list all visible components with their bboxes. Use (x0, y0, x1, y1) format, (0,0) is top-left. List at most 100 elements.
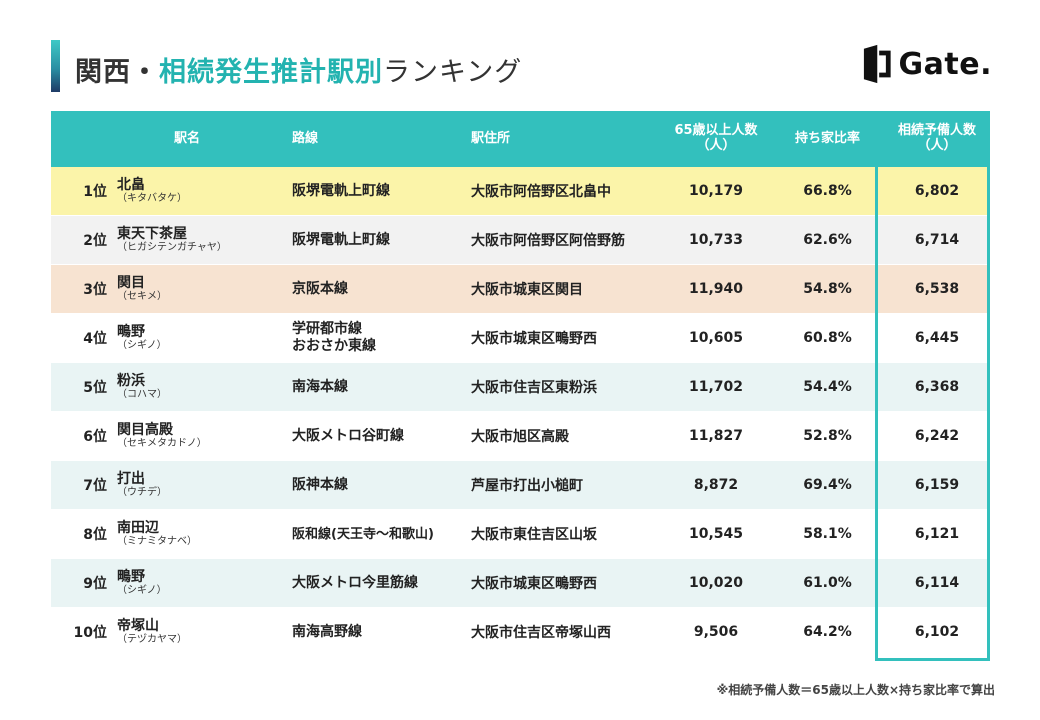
table-row: 2位 東天下茶屋 （ヒガシテンガチャヤ） 阪堺電軌上町線 大阪市阿倍野区阿倍野筋 … (51, 216, 990, 265)
line-cell: 大阪メトロ今里筋線 (292, 575, 471, 592)
line-name: 阪堺電軌上町線 (292, 182, 390, 199)
rank-cell: 10位 (73, 625, 107, 641)
station-kana: （シギノ） (117, 340, 167, 351)
line-cell: 南海高野線 (292, 624, 471, 641)
line-name: 阪和線(天王寺～和歌山) (292, 526, 434, 542)
address-cell: 大阪市阿倍野区阿倍野筋 (471, 233, 625, 249)
candidates-cell: 6,714 (914, 232, 960, 248)
station-kana: （セキメ） (117, 291, 167, 302)
rank-cell: 2位 (83, 233, 107, 249)
ownership-cell: 52.8% (803, 428, 852, 444)
line-name: 南海高野線 (292, 623, 362, 640)
table-row: 5位 粉浜 （コハマ） 南海本線 大阪市住吉区東粉浜 11,702 54.4% 6… (51, 363, 990, 412)
rank-cell: 7位 (83, 478, 107, 494)
ownership-cell: 64.2% (803, 624, 852, 640)
header-line: 路線 (292, 130, 319, 146)
station-name: 打出 (117, 471, 145, 487)
station-cell: 帝塚山 （テヅカヤマ） (109, 618, 292, 646)
title-suffix: ランキング (383, 57, 523, 88)
station-kana: （シギノ） (117, 585, 167, 596)
line-name: 阪神本線 (292, 476, 348, 493)
line-name: 南海本線 (292, 378, 348, 395)
ownership-cell: 62.6% (803, 232, 852, 248)
candidates-cell: 6,538 (914, 281, 960, 297)
table-header: 駅名 路線 駅住所 65歳以上人数 （人） 持ち家比率 相続予備人数 （人） (51, 111, 990, 167)
line-name: 学研都市線 (292, 321, 362, 337)
candidates-cell: 6,159 (914, 477, 960, 493)
station-cell: 南田辺 （ミナミタナベ） (109, 520, 292, 548)
footnote: ※相続予備人数＝65歳以上人数×持ち家比率で算出 (716, 683, 995, 697)
elderly-cell: 10,733 (688, 232, 744, 248)
elderly-cell: 11,827 (688, 428, 744, 444)
address-cell: 大阪市住吉区東粉浜 (471, 380, 597, 396)
ownership-cell: 54.8% (803, 281, 852, 297)
address-cell: 芦屋市打出小槌町 (471, 478, 583, 494)
table-row: 9位 鴫野 （シギノ） 大阪メトロ今里筋線 大阪市城東区鴫野西 10,020 61… (51, 559, 990, 608)
title-highlight: 相続発生推計駅別 (159, 57, 383, 88)
line-name: 京阪本線 (292, 280, 348, 297)
gate-logo-icon (863, 44, 891, 84)
station-cell: 北畠 （キタバタケ） (109, 177, 292, 205)
ownership-cell: 66.8% (803, 183, 852, 199)
table-row: 7位 打出 （ウチデ） 阪神本線 芦屋市打出小槌町 8,872 69.4% 6,1… (51, 461, 990, 510)
station-name: 関目 (117, 275, 145, 291)
station-cell: 関目 （セキメ） (109, 275, 292, 303)
candidates-cell: 6,368 (914, 379, 960, 395)
station-cell: 鴫野 （シギノ） (109, 569, 292, 597)
table-row: 3位 関目 （セキメ） 京阪本線 大阪市城東区関目 11,940 54.8% 6,… (51, 265, 990, 314)
header-address: 駅住所 (471, 130, 511, 146)
elderly-cell: 10,020 (688, 575, 744, 591)
header-elderly-label: 65歳以上人数 (674, 123, 758, 139)
line-cell: 京阪本線 (292, 281, 471, 298)
station-kana: （コハマ） (117, 389, 167, 400)
header-candidates-label: 相続予備人数 (897, 123, 976, 139)
elderly-cell: 10,179 (688, 183, 744, 199)
candidates-cell: 6,242 (914, 428, 960, 444)
station-kana: （ウチデ） (117, 487, 167, 498)
line-cell: 南海本線 (292, 379, 471, 396)
header-elderly-unit: （人） (696, 138, 736, 153)
line-name-second: おおさか東線 (292, 338, 376, 354)
rank-cell: 6位 (83, 429, 107, 445)
table-row: 10位 帝塚山 （テヅカヤマ） 南海高野線 大阪市住吉区帝塚山西 9,506 64… (51, 608, 990, 657)
header-candidates-unit: （人） (917, 138, 957, 153)
elderly-cell: 11,940 (688, 281, 744, 297)
header-candidates: 相続予備人数 （人） (884, 123, 990, 154)
station-kana: （ミナミタナベ） (117, 536, 197, 547)
header-elderly: 65歳以上人数 （人） (661, 123, 771, 154)
station-name: 鴫野 (117, 569, 145, 585)
address-cell: 大阪市城東区関目 (471, 282, 583, 298)
ownership-cell: 58.1% (803, 526, 852, 542)
line-cell: 阪堺電軌上町線 (292, 232, 471, 249)
ownership-cell: 60.8% (803, 330, 852, 346)
candidates-cell: 6,802 (914, 183, 960, 199)
station-name: 北畠 (117, 177, 145, 193)
address-cell: 大阪市城東区鴫野西 (471, 331, 597, 347)
ownership-cell: 61.0% (803, 575, 852, 591)
title-prefix: 関西・ (75, 57, 159, 88)
station-name: 粉浜 (117, 373, 145, 389)
ownership-cell: 54.4% (803, 379, 852, 395)
station-kana: （セキメタカドノ） (117, 438, 207, 449)
title-accent-bar (51, 40, 60, 92)
rank-cell: 1位 (83, 184, 107, 200)
gate-logo: Gate. (862, 40, 992, 88)
line-cell: 大阪メトロ谷町線 (292, 428, 471, 445)
header-ownership: 持ち家比率 (794, 130, 860, 146)
rank-cell: 4位 (83, 331, 107, 347)
address-cell: 大阪市阿倍野区北畠中 (471, 184, 611, 200)
rank-cell: 5位 (83, 380, 107, 396)
station-kana: （ヒガシテンガチャヤ） (117, 242, 227, 253)
address-cell: 大阪市城東区鴫野西 (471, 576, 597, 592)
line-name: 大阪メトロ谷町線 (292, 427, 404, 444)
station-name: 関目高殿 (117, 422, 173, 438)
ownership-cell: 69.4% (803, 477, 852, 493)
station-name: 南田辺 (117, 520, 159, 536)
station-cell: 打出 （ウチデ） (109, 471, 292, 499)
table-row: 8位 南田辺 （ミナミタナベ） 阪和線(天王寺～和歌山) 大阪市東住吉区山坂 10… (51, 510, 990, 559)
page-title: 関西・相続発生推計駅別ランキング (75, 50, 522, 89)
ranking-table: 駅名 路線 駅住所 65歳以上人数 （人） 持ち家比率 相続予備人数 （人） 1… (51, 111, 990, 657)
header-station: 駅名 (174, 130, 201, 146)
elderly-cell: 10,545 (688, 526, 744, 542)
line-cell: 阪堺電軌上町線 (292, 183, 471, 200)
